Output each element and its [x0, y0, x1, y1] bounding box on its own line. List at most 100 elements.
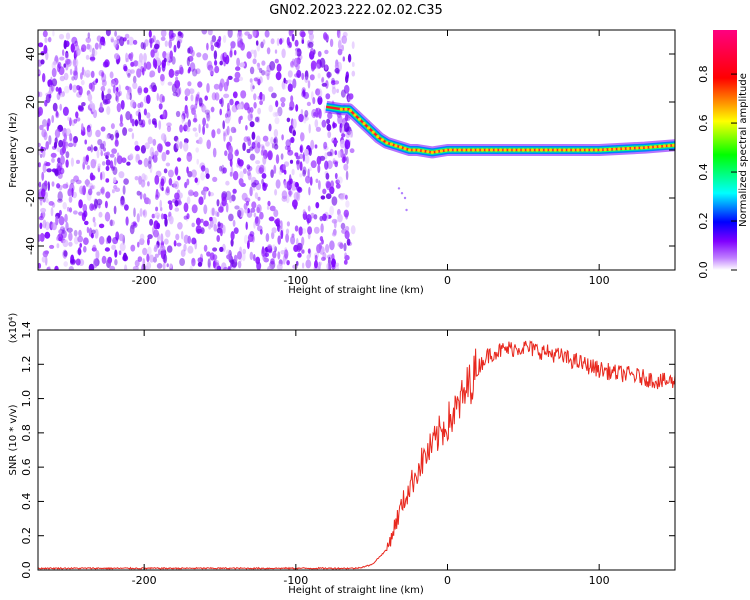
noise-blob: [204, 95, 208, 101]
noise-blob: [44, 180, 48, 187]
noise-blob: [290, 235, 296, 245]
y-multiplier-label: (x10⁴): [8, 313, 19, 344]
noise-blob: [94, 198, 98, 209]
noise-blob: [75, 111, 79, 119]
noise-blob: [166, 122, 172, 127]
noise-blob: [345, 225, 350, 232]
noise-blob: [334, 161, 339, 168]
ridge-dot: [603, 148, 607, 152]
noise-blob: [131, 132, 135, 140]
noise-blob: [109, 71, 114, 79]
noise-blob: [101, 255, 107, 264]
noise-blob: [267, 150, 273, 161]
noise-blob: [254, 216, 259, 224]
noise-blob: [79, 243, 82, 248]
noise-blob: [212, 176, 218, 182]
noise-blob: [172, 91, 178, 97]
noise-blob: [133, 60, 139, 67]
noise-blob: [255, 40, 259, 46]
noise-blob: [131, 118, 135, 127]
noise-blob: [244, 31, 250, 36]
y-tick-label: 0.6: [20, 458, 33, 476]
noise-blob: [265, 233, 270, 242]
noise-blob: [299, 30, 306, 38]
noise-blob: [233, 77, 240, 83]
noise-blob: [300, 132, 305, 142]
noise-blob: [191, 169, 197, 178]
noise-blob: [226, 108, 231, 118]
noise-blob: [127, 128, 133, 132]
noise-blob: [187, 189, 194, 197]
ridge-dot: [339, 107, 343, 111]
noise-blob: [292, 118, 297, 129]
noise-blob: [83, 237, 89, 245]
noise-blob: [158, 103, 163, 110]
noise-blob: [187, 119, 191, 128]
colorbar-label: Normalized spectral amplitude: [738, 73, 749, 227]
bottom-y-axis-label: SNR (10 * v/v): [8, 404, 19, 475]
noise-blob: [268, 123, 272, 132]
noise-blob: [72, 58, 77, 67]
noise-blob: [212, 247, 218, 252]
noise-blob: [69, 83, 73, 91]
noise-blob: [345, 194, 348, 200]
noise-blob: [198, 196, 204, 205]
noise-blob: [253, 212, 257, 218]
noise-blob: [276, 38, 280, 46]
noise-blob: [87, 182, 93, 188]
noise-blob: [58, 33, 65, 40]
noise-blob: [161, 151, 167, 162]
noise-blob: [68, 196, 73, 203]
noise-blob: [314, 144, 318, 149]
noise-blob: [238, 178, 244, 186]
noise-blob: [180, 230, 184, 240]
noise-blob: [215, 210, 218, 217]
noise-blob: [48, 93, 52, 99]
noise-blob: [85, 37, 92, 43]
noise-blob: [351, 41, 355, 49]
noise-blob: [246, 136, 251, 142]
noise-blob: [164, 217, 168, 227]
noise-blob: [318, 180, 321, 190]
noise-blob: [71, 187, 74, 198]
noise-blob: [137, 85, 143, 96]
y-tick-label: 1.4: [20, 321, 33, 339]
noise-blob: [349, 130, 353, 138]
noise-blob: [249, 231, 255, 237]
noise-blob: [159, 245, 166, 252]
noise-blob: [60, 155, 65, 165]
noise-blob: [191, 257, 196, 267]
noise-blob: [331, 231, 337, 237]
noise-blob: [188, 88, 195, 95]
noise-blob: [105, 165, 110, 172]
ridge-dot: [430, 150, 434, 154]
noise-blob: [277, 106, 283, 117]
stray-point: [397, 187, 401, 190]
noise-blob: [252, 58, 257, 65]
noise-blob: [166, 263, 169, 268]
noise-blob: [42, 219, 47, 229]
noise-blob: [317, 164, 321, 174]
bottom-axes: -200 -100 0 100 0.0 0.2 0.4 0.6 0.8 1.0 1.2 1.4: [20, 321, 675, 587]
noise-blob: [183, 138, 189, 144]
ridge-dot: [671, 143, 675, 147]
noise-blob: [73, 70, 78, 81]
noise-blob: [137, 256, 143, 262]
noise-blob: [100, 186, 105, 195]
noise-blob: [325, 193, 332, 200]
noise-blob: [274, 117, 280, 125]
noise-blob: [196, 94, 200, 100]
noise-blob: [105, 159, 111, 166]
noise-blob: [259, 91, 263, 101]
noise-blob: [187, 81, 192, 87]
noise-blob: [301, 236, 305, 246]
noise-blob: [78, 229, 82, 237]
noise-blob: [40, 210, 46, 219]
noise-blob: [287, 83, 293, 92]
noise-blob: [176, 242, 182, 247]
noise-blob: [64, 52, 69, 59]
noise-blob: [229, 197, 232, 203]
noise-blob: [302, 166, 307, 175]
noise-blob: [187, 235, 191, 244]
noise-blob: [232, 219, 236, 227]
